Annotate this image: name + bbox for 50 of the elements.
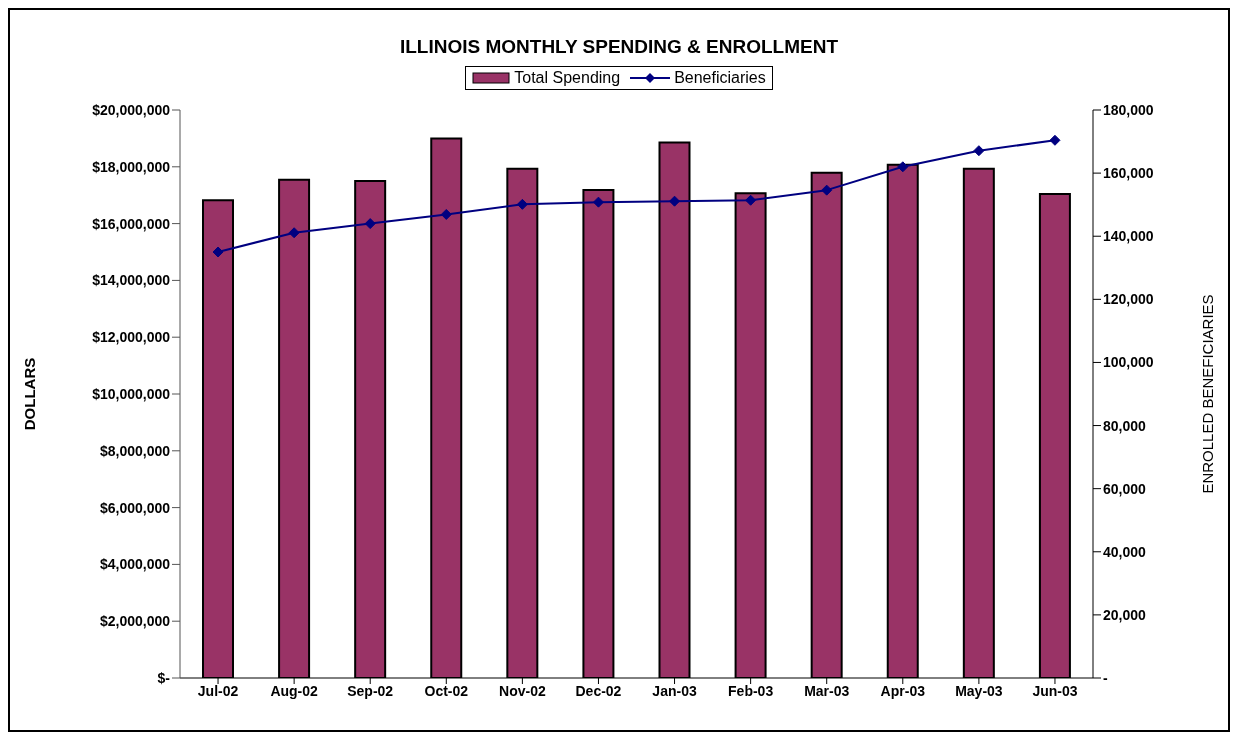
point	[897, 161, 909, 173]
y-tick-label: $14,000,000	[92, 272, 171, 289]
y2-tick-label: 40,000	[1103, 543, 1147, 560]
y-tick-label: $18,000,000	[92, 158, 171, 175]
y-tick-label: $8,000,000	[99, 442, 171, 459]
legend-label: Beneficiaries	[673, 69, 766, 87]
y2-axis-title: ENROLLED BENEFICIARIES	[1199, 294, 1217, 494]
y2-tick-label: 80,000	[1103, 417, 1147, 434]
y-tick-label: $16,000,000	[92, 215, 171, 232]
x-tick-label: Jul-02	[197, 682, 239, 699]
point	[745, 194, 757, 206]
x-tick-label: Mar-03	[804, 682, 850, 699]
point	[288, 227, 300, 239]
point	[516, 198, 528, 210]
point	[821, 184, 833, 196]
x-tick-label: Apr-03	[880, 682, 926, 699]
y2-tick-label: 140,000	[1103, 228, 1154, 245]
point	[212, 246, 224, 258]
y2-tick-label: 100,000	[1103, 354, 1154, 371]
y-tick-label: $12,000,000	[92, 329, 171, 346]
x-tick-label: Jun-03	[1032, 682, 1078, 699]
x-tick-label: Jan-03	[652, 682, 697, 699]
y-tick-label: $20,000,000	[92, 101, 171, 118]
point	[669, 195, 681, 207]
y2-tick-label: 20,000	[1103, 606, 1147, 623]
y-tick-label: $-	[157, 669, 171, 686]
y2-tick-label: 60,000	[1103, 480, 1147, 497]
y-axis-title: DOLLARS	[21, 357, 39, 431]
chart-title: ILLINOIS MONTHLY SPENDING & ENROLLMENT	[398, 36, 840, 59]
legend-label: Total Spending	[513, 69, 621, 87]
x-tick-label: May-03	[955, 682, 1003, 699]
y-tick-label: $4,000,000	[99, 556, 171, 573]
y2-tick-label: -	[1103, 669, 1108, 686]
x-tick-label: Feb-03	[728, 682, 774, 699]
point	[592, 196, 604, 208]
point	[440, 208, 452, 220]
point	[1049, 134, 1061, 146]
x-tick-label: Aug-02	[270, 682, 319, 699]
x-tick-label: Nov-02	[499, 682, 546, 699]
x-tick-label: Sep-02	[347, 682, 394, 699]
y2-tick-label: 160,000	[1103, 165, 1154, 182]
x-tick-label: Dec-02	[575, 682, 622, 699]
y2-tick-label: 120,000	[1103, 291, 1154, 308]
point	[364, 218, 376, 230]
y-tick-label: $2,000,000	[99, 613, 171, 630]
y-tick-label: $6,000,000	[99, 499, 171, 516]
y2-tick-label: 180,000	[1103, 101, 1154, 118]
x-tick-label: Oct-02	[424, 682, 469, 699]
y-tick-label: $10,000,000	[92, 385, 171, 402]
point	[973, 145, 985, 157]
